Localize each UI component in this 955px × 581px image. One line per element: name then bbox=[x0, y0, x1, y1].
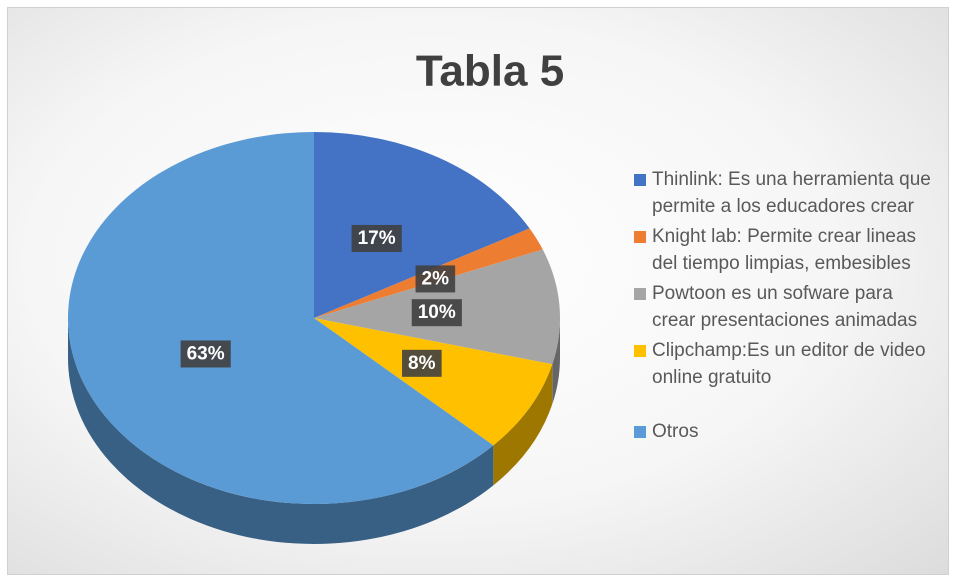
legend-swatch bbox=[634, 288, 646, 300]
pie-side bbox=[493, 364, 553, 486]
legend-swatch bbox=[634, 426, 646, 438]
legend-label: Knight lab: Permite crear lineas del tie… bbox=[652, 226, 917, 274]
chart-title: Tabla 5 bbox=[416, 47, 564, 96]
data-label: 10% bbox=[418, 302, 456, 323]
pie-side bbox=[68, 318, 494, 545]
legend-item: Otros bbox=[632, 418, 932, 445]
data-label-box bbox=[415, 265, 456, 293]
pie-slice bbox=[314, 132, 530, 318]
data-label-box bbox=[411, 299, 462, 327]
legend-item: Powtoon es un sofware para crear present… bbox=[632, 280, 932, 334]
legend: Thinlink: Es una herramienta que permite… bbox=[632, 166, 932, 448]
legend-label: Clipchamp:Es un editor de video online g… bbox=[652, 340, 926, 388]
data-label: 63% bbox=[187, 343, 225, 364]
data-label: 2% bbox=[422, 268, 450, 289]
legend-swatch bbox=[634, 231, 646, 243]
pie-slice bbox=[314, 318, 553, 446]
legend-label: Powtoon es un sofware para crear present… bbox=[652, 283, 918, 331]
legend-item: Clipchamp:Es un editor de video online g… bbox=[632, 337, 932, 391]
data-label: 8% bbox=[408, 353, 436, 374]
data-label-box bbox=[180, 340, 231, 368]
data-label: 17% bbox=[358, 228, 396, 249]
legend-label: Otros bbox=[652, 421, 699, 442]
pie-side bbox=[552, 318, 560, 405]
legend-swatch bbox=[634, 345, 646, 357]
pie-slice bbox=[67, 132, 494, 505]
legend-label: Thinlink: Es una herramienta que permite… bbox=[652, 169, 931, 217]
legend-item: Knight lab: Permite crear lineas del tie… bbox=[632, 223, 932, 277]
data-label-box bbox=[351, 224, 402, 252]
legend-item: Thinlink: Es una herramienta que permite… bbox=[632, 166, 932, 220]
legend-swatch bbox=[634, 174, 646, 186]
data-label-box bbox=[402, 349, 442, 377]
